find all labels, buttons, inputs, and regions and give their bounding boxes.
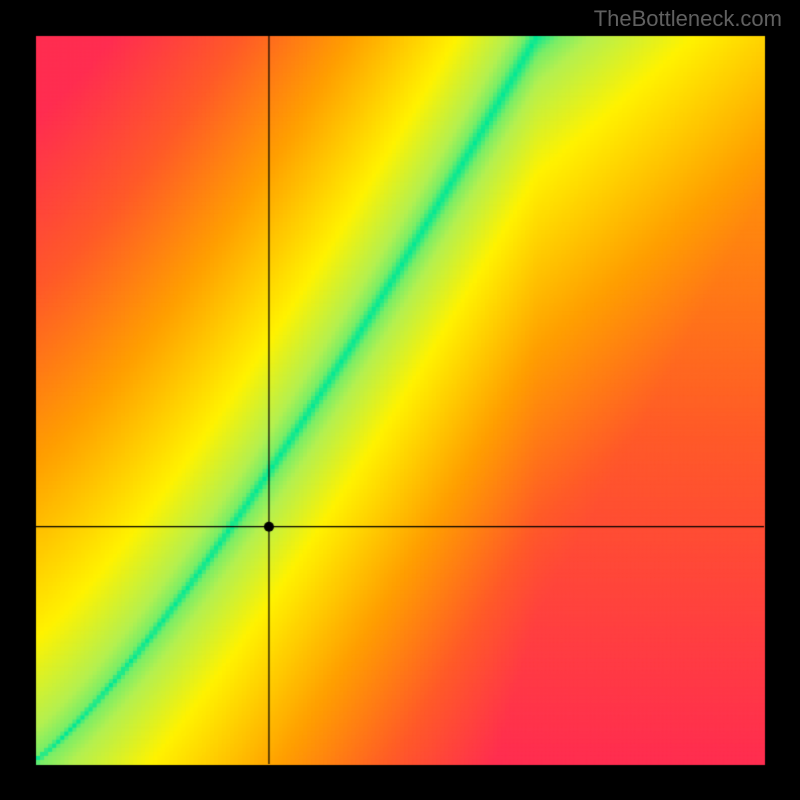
heatmap-canvas (0, 0, 800, 800)
attribution-text: TheBottleneck.com (594, 6, 782, 32)
bottleneck-chart-container: TheBottleneck.com (0, 0, 800, 800)
